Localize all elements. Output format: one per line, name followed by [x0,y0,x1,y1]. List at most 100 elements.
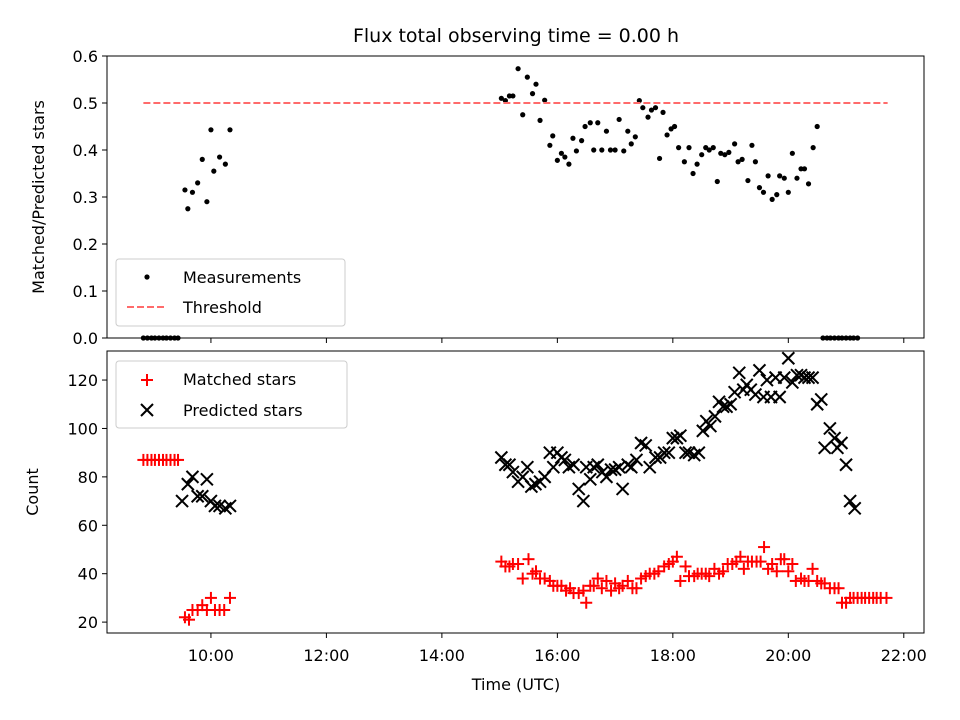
measurements-point [185,206,191,212]
matched-stars-point [630,582,643,595]
bottom-axes-frame [106,350,925,634]
measurements-point [710,145,716,151]
matched-stars-point [172,453,185,466]
predicted-stars-point [772,390,787,404]
measurements-point [582,123,588,130]
matched-stars-point [512,558,525,571]
matched-stars-point [621,574,634,587]
matched-stars-point [758,541,771,554]
matched-stars-point [880,591,893,604]
matched-stars-point [832,582,845,595]
matched-stars-point [577,584,590,597]
top-y-tick-label: 0.4 [73,141,98,160]
predicted-stars-point [200,472,214,486]
measurements-point [529,91,536,97]
bottom-y-axis-label: Count [23,468,42,516]
predicted-stars-point [524,479,539,494]
predicted-stars-point [719,399,734,414]
bottom-y-tick-label: 120 [67,371,98,390]
measurements-point [573,148,580,154]
matched-stars-point [703,570,716,583]
measurements-point [199,156,205,162]
matched-stars-point [605,584,618,597]
measurements-point [558,150,565,156]
predicted-stars-point [692,445,706,460]
measurements-point [195,180,201,186]
top-y-tick-label: 0.2 [73,235,98,254]
bottom-y-tick-label: 40 [78,565,98,584]
top-axes-frame [106,55,925,339]
predicted-stars-point [708,409,722,424]
predicted-stars-point [839,458,853,472]
measurements-point [612,147,618,153]
measurements-point [756,185,763,191]
matched-stars-point [223,591,236,604]
measurements-point [227,127,233,133]
measurements-point [603,128,610,134]
measurements-point [211,168,217,174]
predicted-stars-point [175,494,189,508]
measurements-point [681,159,687,165]
predicted-stars-point [520,460,535,474]
measurements-legend-label: Measurements [183,268,301,287]
measurements-point [515,66,521,72]
top-chart-title: Flux total observing time = 0.00 h [353,25,679,47]
bottom-x-tick-label: 18:00 [650,646,696,665]
bottom-x-axis-label: Time (UTC) [471,675,560,694]
top-y-tick-label: 0.1 [73,282,98,301]
predicted-stars-point [190,489,205,503]
measurements-point [805,181,812,187]
measurements-point [760,189,767,195]
measurements-point [636,98,642,104]
bottom-x-tick-label: 20:00 [765,646,811,665]
predicted-stars-point [615,482,630,496]
predicted-stars-point [732,366,746,380]
matched-stars-point [674,574,687,587]
predicted-stars-point [848,501,862,516]
matched-stars-point [522,553,535,566]
predicted-stars-point [752,363,767,378]
measurements-point [524,74,530,80]
predicted-stars-point [608,462,622,477]
predicted-stars-point [748,387,763,402]
matched-stars-point [766,558,779,571]
measurements-point [699,152,705,158]
measurements-point [533,81,539,87]
measurements-point [814,123,820,130]
predicted-stars-point [208,499,222,513]
predicted-stars-point [781,351,796,365]
measurements-point [660,109,666,115]
bottom-y-tick-label: 60 [78,516,98,535]
measurements-point [671,123,678,130]
predicted-stars-point [583,472,597,486]
measurements-point [542,97,548,103]
predicted-stars-point [506,465,520,479]
predicted-stars-legend-label: Predicted stars [183,401,303,420]
matched-stars-point [670,550,683,563]
measurements-point [208,127,214,133]
measurements-point [686,145,692,151]
measurements-point [789,150,795,156]
threshold-legend-label: Threshold [182,298,262,317]
bottom-legend-frame [115,360,348,429]
matched-stars-point [538,572,551,585]
predicted-stars-point [760,373,774,387]
bottom-plot-marks [137,351,893,626]
predicted-stars-point [673,429,688,443]
measurements-point [765,173,771,179]
measurements-point [777,173,783,179]
measurements-point [591,147,597,153]
measurements-point [616,116,622,123]
bottom-legend: Matched stars Predicted stars [115,360,348,429]
measurements-point [579,138,585,144]
measurements-point [520,112,526,118]
predicted-stars-point [587,460,601,474]
top-panel: 0.0 0.1 0.2 0.3 0.4 0.5 0.6 Matched/Predicted … [29,47,925,348]
predicted-stars-point [638,438,653,453]
predicted-stars-point [703,419,718,433]
measurements-point [656,155,663,162]
matched-stars-legend-label: Matched stars [183,370,296,389]
measurements-point [562,154,568,160]
measurements-point [587,120,593,126]
